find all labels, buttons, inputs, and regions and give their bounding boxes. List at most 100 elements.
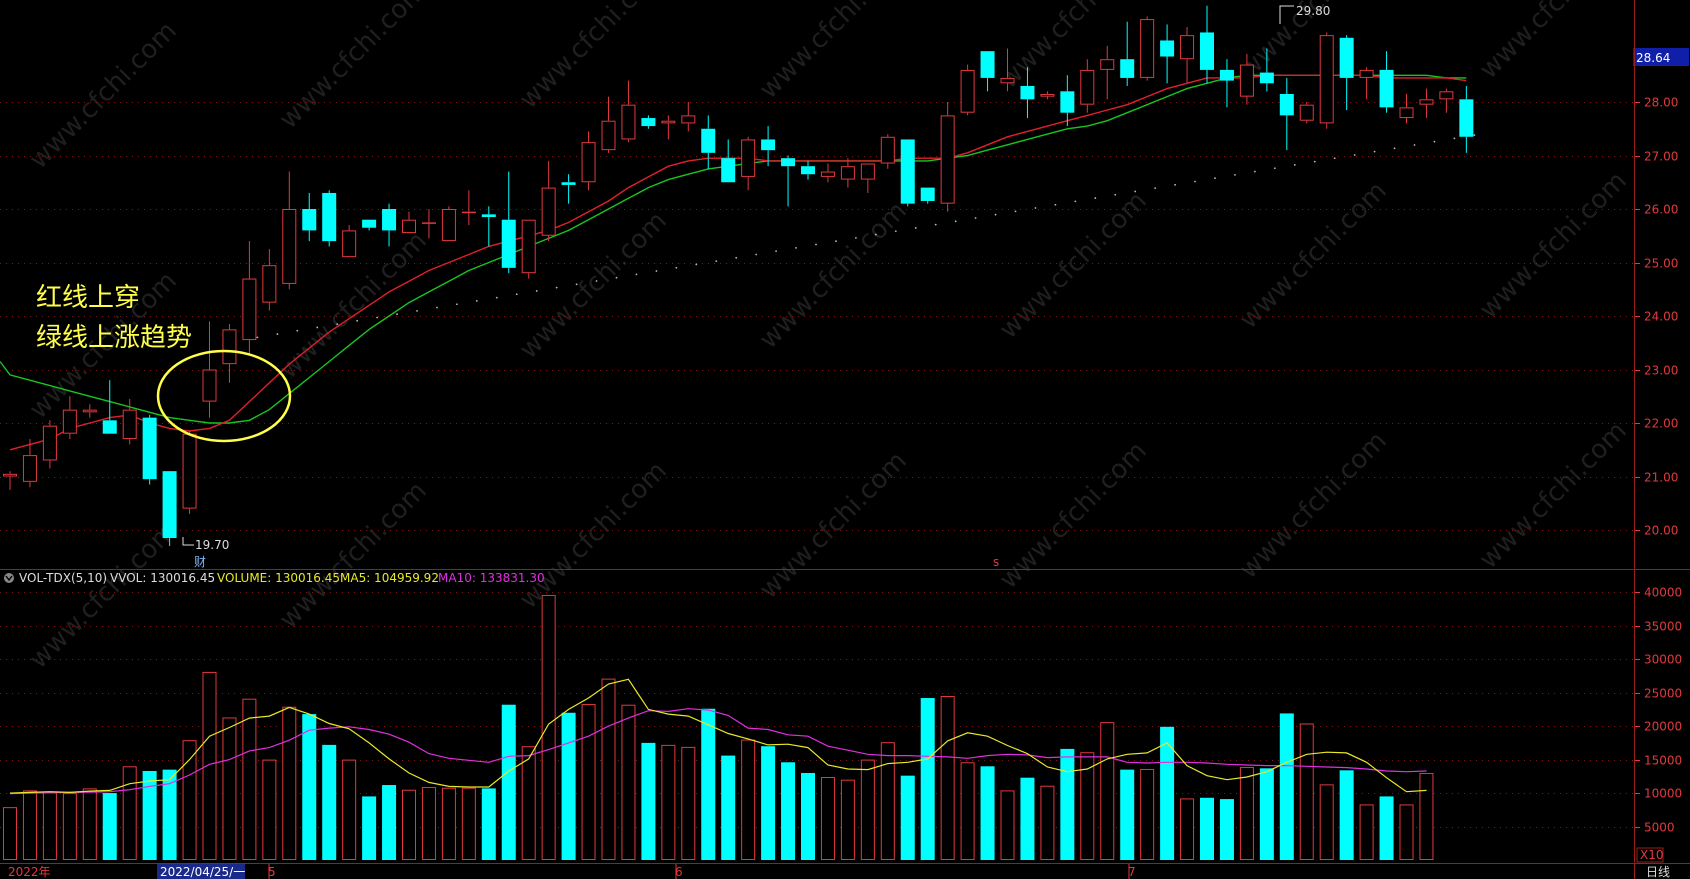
- volume-indicator-name[interactable]: VOL-TDX(5,10): [19, 571, 107, 585]
- volume-tick-label: 40000: [1644, 586, 1682, 600]
- volume-bar-up: [122, 766, 137, 860]
- candle-body: [1000, 77, 1015, 84]
- low-marker-arrow-icon: [182, 537, 194, 546]
- current-price-tag-bg: [1633, 48, 1689, 66]
- volume-bar-down: [1200, 797, 1214, 860]
- volume-bar-up: [62, 793, 77, 861]
- volume-bar-down: [1160, 726, 1175, 860]
- candle-up: [940, 102, 955, 212]
- support-dot: [396, 313, 398, 316]
- candle-body: [1180, 35, 1195, 60]
- candle-body: [382, 209, 397, 231]
- candle-up: [282, 171, 297, 290]
- high-price-label: 29.80: [1296, 4, 1330, 18]
- support-dot: [1074, 200, 1077, 203]
- candle-up: [461, 190, 476, 226]
- volume-bar-up: [1180, 798, 1195, 860]
- volume-bar-down: [481, 788, 496, 860]
- candle-body: [900, 139, 915, 204]
- candle-down: [1219, 59, 1234, 108]
- support-dot: [456, 303, 458, 306]
- support-dot: [1453, 137, 1456, 140]
- volume-bar-down: [1379, 796, 1394, 860]
- candle-body: [1140, 19, 1155, 78]
- volume-bar-down: [980, 766, 995, 860]
- candle-body: [1259, 72, 1274, 84]
- support-dot: [1413, 144, 1416, 146]
- current-price-tag: 28.64: [1633, 48, 1689, 66]
- candle-down: [162, 471, 177, 547]
- candle-down: [920, 187, 935, 204]
- price-tick-label: 28.00: [1644, 96, 1678, 110]
- candle-body: [1239, 64, 1254, 97]
- candle-body: [3, 473, 17, 477]
- candle-up: [741, 136, 756, 191]
- candle-body: [920, 187, 935, 201]
- candle-up: [342, 225, 357, 258]
- candle-body: [202, 369, 217, 402]
- volume-bar-up: [880, 742, 895, 860]
- period-label[interactable]: 日线: [1646, 865, 1670, 879]
- candle-body: [122, 409, 137, 440]
- volume-bar-down: [162, 769, 177, 860]
- candle-down: [1459, 85, 1474, 153]
- support-dot: [276, 333, 279, 335]
- support-dot: [316, 326, 319, 329]
- candle-up: [1359, 67, 1374, 100]
- candle-down: [781, 155, 796, 207]
- support-dot: [954, 220, 957, 223]
- candle-body: [1200, 32, 1214, 70]
- candle-down: [1200, 5, 1214, 84]
- candle-down: [641, 115, 656, 129]
- volume-bar-down: [102, 793, 117, 860]
- candle-up: [1419, 88, 1434, 119]
- volume-bar-down: [382, 785, 397, 860]
- candle-down: [1020, 67, 1035, 119]
- candle-up: [82, 404, 97, 418]
- candle-up: [182, 431, 197, 514]
- candle-body: [242, 278, 257, 341]
- support-dot: [775, 250, 777, 253]
- candle-body: [860, 163, 875, 180]
- support-dot: [835, 240, 837, 243]
- volume-bar-up: [202, 671, 217, 860]
- candle-body: [1100, 59, 1115, 70]
- candle-body: [1439, 91, 1454, 100]
- volume-bar-down: [900, 775, 915, 860]
- volume-y-axis: 5000 10000 15000 20000 25000 30000 35000 40000: [1634, 586, 1682, 835]
- candle-up: [880, 134, 895, 169]
- volume-bar-up: [262, 759, 277, 860]
- collapse-circle-icon[interactable]: [4, 573, 14, 583]
- candle-body: [940, 115, 955, 204]
- support-dot: [795, 246, 797, 249]
- support-dot: [695, 263, 698, 266]
- cursor-date-label: 2022/04/25/一: [160, 865, 245, 879]
- volume-bar-down: [1339, 770, 1354, 860]
- volume-bar-up: [242, 698, 257, 861]
- cursor-date-bg: [157, 864, 245, 879]
- volume-bar-up: [1239, 766, 1254, 860]
- volume-bar-up: [1040, 785, 1055, 860]
- support-dot: [1293, 164, 1296, 166]
- candle-up: [621, 80, 636, 143]
- volume-bar-down: [1060, 748, 1075, 860]
- support-dot: [934, 223, 937, 226]
- volume-bar-down: [1259, 768, 1274, 860]
- volume-unit-box: [1636, 847, 1664, 863]
- candle-down: [761, 126, 776, 167]
- candle-down: [1060, 75, 1075, 127]
- volume-bar-down: [322, 744, 337, 860]
- high-price-marker: 29.80: [1279, 4, 1330, 24]
- low-price-label: 19.70: [195, 538, 229, 552]
- crossover-highlight-ellipse: [156, 349, 292, 443]
- candle-down: [501, 171, 516, 274]
- candle-up: [681, 102, 696, 132]
- candle-up: [1100, 45, 1115, 100]
- volume-bar-down: [721, 755, 736, 860]
- volume-bar-up: [681, 746, 696, 861]
- candle-body: [1040, 93, 1055, 97]
- volume-bar-up: [42, 792, 57, 860]
- volume-bar-up: [1100, 722, 1115, 860]
- candle-up: [441, 206, 456, 242]
- candle-up: [541, 160, 556, 242]
